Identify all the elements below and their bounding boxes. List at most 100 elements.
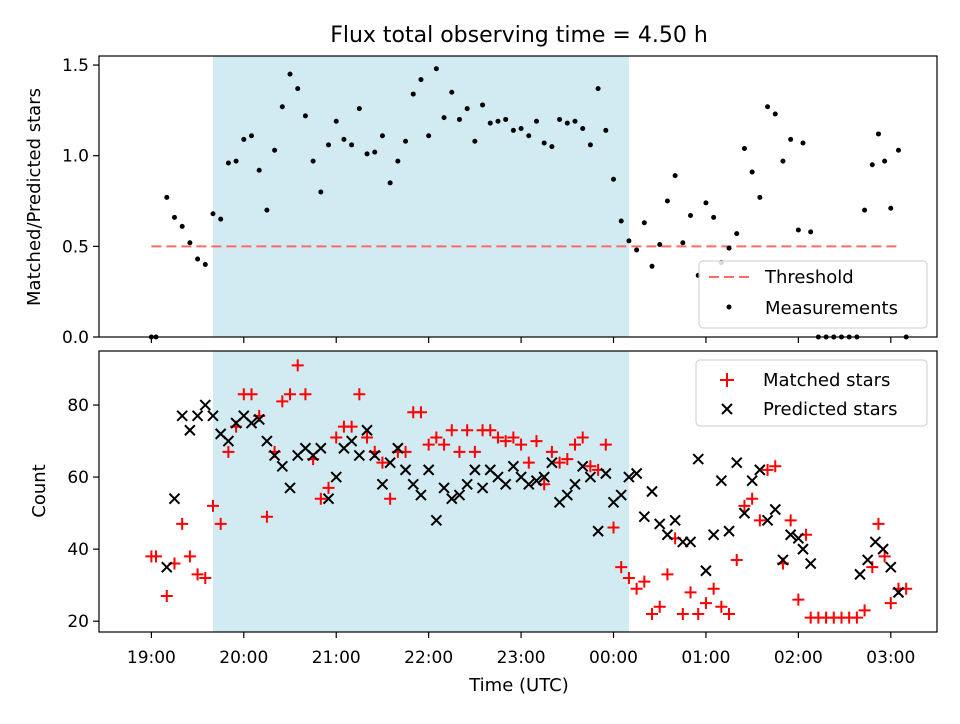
predicted-star-point (569, 478, 581, 491)
matched-star-point (730, 553, 743, 566)
predicted-star-point (384, 456, 396, 469)
predicted-star-point (769, 503, 781, 516)
predicted-star-point (322, 492, 335, 505)
matched-star-point (299, 388, 312, 401)
x-tick-label: 19:00 (127, 648, 176, 668)
legend-measurements-swatch (726, 304, 732, 310)
predicted-star-point (222, 435, 235, 447)
predicted-star-point (399, 464, 412, 476)
matched-star-point (384, 492, 397, 505)
predicted-star-point (276, 460, 289, 472)
matched-star-point (353, 388, 366, 401)
measurement-point (611, 176, 617, 182)
measurement-point (626, 238, 632, 244)
matched-star-point (149, 550, 162, 563)
legend-matched-swatch (720, 373, 734, 387)
measurement-point (295, 86, 301, 92)
predicted-star-point (453, 489, 466, 501)
matched-star-point (753, 514, 766, 527)
predicted-star-point (630, 467, 643, 480)
measurement-point (272, 147, 278, 153)
measurement-point (387, 180, 393, 186)
predicted-star-point (207, 410, 219, 422)
measurement-point (680, 240, 686, 246)
matched-star-point (607, 521, 620, 534)
top-y-tick-label: 0.5 (62, 237, 89, 257)
predicted-star-point (700, 565, 712, 577)
predicted-star-point (654, 518, 666, 530)
measurement-point (649, 263, 655, 269)
measurement-point (480, 102, 486, 108)
top-y-tick-label: 0.0 (62, 328, 89, 348)
matched-star-point (715, 600, 728, 613)
bottom-y-tick-label: 40 (67, 540, 89, 560)
measurement-point (326, 142, 332, 148)
predicted-star-point (353, 449, 366, 462)
measurement-point (580, 126, 586, 132)
measurement-point (862, 207, 868, 213)
measurement-point (218, 216, 224, 222)
matched-star-point (176, 517, 189, 530)
predicted-star-point (261, 435, 273, 447)
measurement-point (310, 158, 316, 164)
matched-star-point (438, 438, 451, 451)
predicted-star-point (315, 442, 327, 454)
matched-star-point (214, 517, 227, 530)
measurement-point (557, 116, 563, 122)
matched-star-point (284, 388, 297, 401)
predicted-star-point (885, 561, 897, 573)
measurement-point (808, 229, 814, 235)
x-tick-label: 22:00 (404, 648, 453, 668)
measurement-point (449, 89, 455, 95)
measurement-point (618, 218, 624, 224)
measurement-point (233, 158, 239, 164)
matched-star-point (445, 424, 458, 437)
bottom-shaded-region (212, 351, 629, 632)
measurement-point (503, 116, 509, 122)
predicted-star-point (561, 489, 574, 501)
bottom-legend: Matched stars Predicted stars (695, 359, 928, 427)
x-tick-label: 20:00 (219, 648, 268, 668)
measurement-point (341, 136, 347, 142)
bottom-legend-box (695, 359, 928, 427)
measurement-point (765, 104, 771, 110)
measurement-point (379, 133, 385, 139)
measurement-point (869, 162, 875, 168)
matched-star-point (322, 481, 335, 494)
predicted-star-point (284, 482, 296, 494)
predicted-star-point (376, 478, 389, 491)
measurement-point (441, 115, 447, 121)
matched-star-point (245, 388, 258, 401)
predicted-star-point (761, 514, 774, 527)
predicted-star-point (877, 543, 889, 555)
measurement-point (749, 169, 755, 175)
top-y-tick-label: 1.0 (62, 147, 89, 167)
top-legend-box (698, 260, 928, 329)
matched-star-point (291, 359, 304, 372)
predicted-star-point (646, 485, 658, 498)
measurement-point (875, 131, 881, 137)
x-axis-label: Time (UTC) (468, 675, 569, 696)
matched-star-point (414, 406, 427, 419)
predicted-star-point (438, 482, 450, 494)
measurement-point (164, 194, 170, 200)
predicted-star-point (638, 511, 651, 523)
measurement-point (726, 245, 732, 251)
measurement-point (757, 194, 763, 200)
predicted-star-point (176, 410, 188, 422)
matched-star-point (499, 435, 512, 448)
matched-star-point (191, 568, 204, 581)
matched-star-point (858, 604, 871, 617)
measurement-point (734, 231, 740, 237)
predicted-star-point (576, 460, 589, 472)
matched-star-point (484, 424, 497, 437)
bottom-axes-frame (98, 350, 938, 633)
bottom-panel: 20 40 60 80 19:00 20:00 21:00 22:00 23:00 00:00 0… (29, 350, 938, 696)
matched-star-point (530, 435, 543, 448)
predicted-star-point (669, 514, 681, 527)
measurement-point (526, 133, 532, 139)
measurement-point (895, 147, 901, 153)
measurement-point (171, 214, 177, 220)
matched-star-point (330, 431, 343, 444)
